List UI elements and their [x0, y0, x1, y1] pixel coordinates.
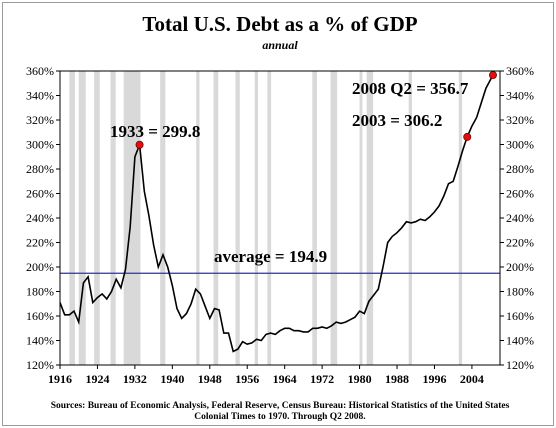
x-tick-label: 1980: [348, 372, 372, 386]
average-label: average = 194.9: [214, 247, 327, 266]
recession-band: [330, 71, 338, 365]
recession-band: [267, 71, 272, 365]
x-tick-label: 1988: [385, 372, 409, 386]
y-tick-label-left: 200%: [26, 260, 54, 274]
y-tick-label-left: 160%: [26, 309, 54, 323]
x-tick-label: 1956: [235, 372, 259, 386]
y-tick-label-left: 360%: [26, 64, 54, 78]
annotation-1933: 1933 = 299.8: [110, 122, 200, 141]
debt-to-gdp-chart: Total U.S. Debt as a % of GDP annual 120…: [26, 12, 534, 422]
annotation-2008: 2008 Q2 = 356.7: [352, 79, 469, 98]
y-tick-label-left: 120%: [26, 358, 54, 372]
y-tick-label-right: 180%: [506, 285, 534, 299]
x-tick-label: 2004: [460, 372, 484, 386]
source-note-line-2: Colonial Times to 1970. Through Q2 2008.: [194, 412, 365, 422]
recession-band: [110, 71, 116, 365]
recession-band: [359, 71, 363, 365]
source-note-line-1: Sources: Bureau of Economic Analysis, Fe…: [51, 401, 510, 411]
y-tick-label-left: 220%: [26, 236, 54, 250]
y-tick-label-left: 300%: [26, 138, 54, 152]
x-tick-label: 1924: [85, 372, 109, 386]
chart-subtitle: annual: [262, 38, 298, 52]
point-marker: [463, 132, 472, 141]
y-tick-label-left: 180%: [26, 285, 54, 299]
recession-band: [366, 71, 374, 365]
y-tick-label-right: 360%: [506, 64, 534, 78]
x-tick-label: 1972: [310, 372, 334, 386]
recession-band: [235, 71, 240, 365]
recession-band: [196, 71, 200, 365]
recession-band: [254, 71, 258, 365]
y-tick-label-left: 280%: [26, 162, 54, 176]
recession-band: [408, 71, 412, 365]
x-tick-label: 1948: [198, 372, 222, 386]
recession-band: [69, 71, 75, 365]
y-tick-label-right: 340%: [506, 89, 534, 103]
y-tick-label-left: 140%: [26, 334, 54, 348]
y-tick-label-right: 280%: [506, 162, 534, 176]
x-tick-label: 1916: [48, 372, 72, 386]
recession-band: [94, 71, 100, 365]
y-tick-label-left: 240%: [26, 211, 54, 225]
recession-band: [458, 71, 463, 365]
y-tick-label-right: 120%: [506, 358, 534, 372]
y-tick-label-right: 300%: [506, 138, 534, 152]
y-tick-label-right: 220%: [506, 236, 534, 250]
y-tick-label-right: 200%: [506, 260, 534, 274]
y-tick-label-right: 240%: [506, 211, 534, 225]
y-tick-label-right: 140%: [506, 334, 534, 348]
series-line: [59, 74, 494, 353]
point-marker: [135, 140, 144, 149]
y-tick-label-left: 320%: [26, 113, 54, 127]
x-tick-label: 1964: [273, 372, 297, 386]
x-tick-label: 1996: [422, 372, 446, 386]
recession-band: [312, 71, 317, 365]
y-tick-label-left: 340%: [26, 89, 54, 103]
recession-band: [123, 71, 141, 365]
chart-title: Total U.S. Debt as a % of GDP: [142, 12, 417, 36]
y-axis-left: 120% 140% 160% 180% 200% 220% 240% 260% 280% 300%…: [26, 64, 60, 372]
recession-band: [213, 71, 219, 365]
x-tick-label: 1932: [123, 372, 147, 386]
y-tick-label-left: 260%: [26, 187, 54, 201]
recession-band: [78, 71, 86, 365]
annotation-2003: 2003 = 306.2: [352, 111, 442, 130]
x-tick-label: 1940: [160, 372, 184, 386]
y-tick-label-right: 160%: [506, 309, 534, 323]
y-axis-right: 120% 140% 160% 180% 200% 220% 240% 260% 280% 300%…: [500, 64, 534, 372]
y-tick-label-right: 320%: [506, 113, 534, 127]
point-marker: [488, 71, 497, 80]
recession-band: [160, 71, 166, 365]
x-axis: 1916 1924 1932 1940 1948 1956 1964 1972 1980 1988…: [48, 365, 484, 386]
y-tick-label-right: 260%: [506, 187, 534, 201]
